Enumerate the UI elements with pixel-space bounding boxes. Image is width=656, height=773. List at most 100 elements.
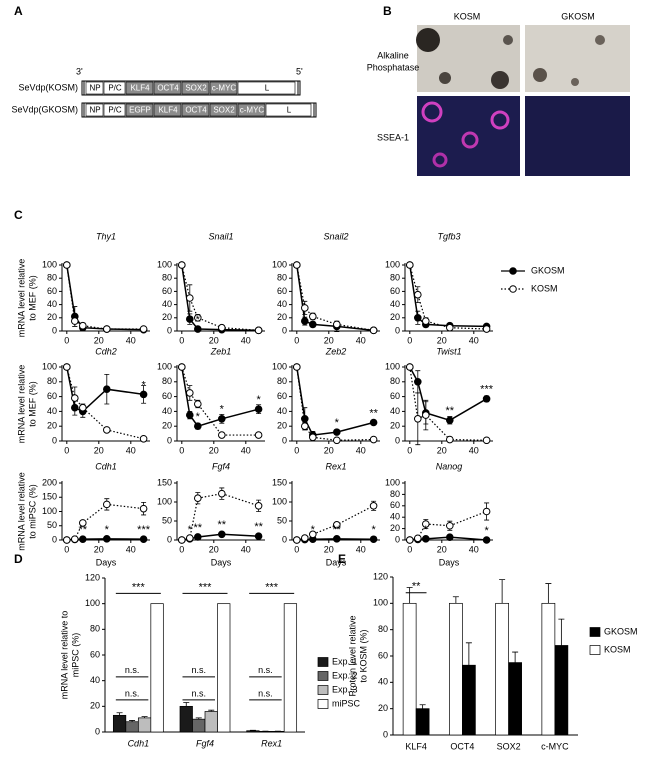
legend-label: miPSC xyxy=(332,698,361,708)
chart-title: Zeb2 xyxy=(325,346,347,356)
data-point xyxy=(186,411,194,419)
bar xyxy=(137,717,152,733)
x-tick-label: 40 xyxy=(241,335,251,345)
significance: * xyxy=(256,394,261,406)
x-tick-label: 0 xyxy=(179,335,184,345)
error-bar xyxy=(558,618,565,646)
bar xyxy=(283,603,298,733)
x-tick-label: 20 xyxy=(324,335,334,345)
panel-label: A xyxy=(14,4,23,18)
bar xyxy=(495,602,509,736)
data-point xyxy=(446,323,454,332)
data-point xyxy=(333,535,341,543)
significance: * xyxy=(188,524,193,536)
data-point xyxy=(422,535,430,543)
segment xyxy=(153,81,182,95)
segment xyxy=(125,103,154,117)
y-tick-label: 40 xyxy=(277,406,287,416)
panel-label: D xyxy=(14,552,23,566)
segment-label: c-MYC xyxy=(240,106,265,115)
significance: * xyxy=(311,524,316,536)
y-tick-label: 60 xyxy=(47,391,57,401)
bar xyxy=(541,602,556,736)
end-label: 5' xyxy=(296,66,303,76)
series-line xyxy=(296,264,374,331)
x-axis-label: Days xyxy=(326,557,347,567)
bar xyxy=(554,645,569,736)
x-tick-label: 0 xyxy=(294,544,299,554)
x-tick-label: Cdh1 xyxy=(128,738,150,748)
legend-label: KOSM xyxy=(531,283,558,293)
y-tick-label: 50 xyxy=(47,520,57,530)
y-tick-label: 60 xyxy=(277,391,287,401)
data-point xyxy=(309,312,317,321)
series-line xyxy=(296,366,374,441)
colony xyxy=(416,28,440,52)
data-point xyxy=(71,394,79,402)
significance: * xyxy=(484,525,489,537)
data-point xyxy=(333,428,341,436)
colony xyxy=(571,78,579,86)
y-tick-label: 150 xyxy=(42,492,57,502)
x-tick-label: 40 xyxy=(241,544,251,554)
y-tick-label: 0 xyxy=(395,325,400,335)
bracket-label: n.s. xyxy=(258,665,273,675)
y-tick-label: 20 xyxy=(390,312,400,322)
significance: * xyxy=(335,417,340,429)
segment-label: SOX2 xyxy=(185,84,207,93)
y-tick-label: 40 xyxy=(162,299,172,309)
bar xyxy=(246,730,260,733)
data-point xyxy=(103,426,111,434)
data-point xyxy=(71,535,79,543)
data-point xyxy=(369,418,378,427)
bracket-label: n.s. xyxy=(258,688,273,698)
data-point xyxy=(194,533,202,541)
y-tick-label: 20 xyxy=(162,421,172,431)
segment-label: c-MYC xyxy=(212,84,237,93)
y-tick-label: 0 xyxy=(282,435,287,445)
data-point xyxy=(414,415,422,423)
y-tick-label: 0 xyxy=(52,534,57,544)
y-tick-label: 100 xyxy=(272,361,287,371)
segment xyxy=(153,103,182,117)
y-tick-label: 40 xyxy=(47,299,57,309)
series-line xyxy=(409,264,487,330)
significance: ** xyxy=(254,521,263,533)
y-tick-label: 150 xyxy=(157,477,172,487)
data-point xyxy=(254,326,263,335)
row-label: Alkaline xyxy=(377,50,409,60)
data-point xyxy=(301,415,309,423)
significance: *** xyxy=(480,384,494,396)
segment-label: OCT4 xyxy=(157,84,179,93)
bracket-label: n.s. xyxy=(125,665,140,675)
y-tick-label: 120 xyxy=(373,571,388,581)
series-line xyxy=(409,366,487,441)
legend-swatch xyxy=(589,645,601,655)
y-tick-label: 60 xyxy=(162,391,172,401)
series-line xyxy=(66,366,144,440)
data-point xyxy=(194,494,202,503)
chart-title: Zeb1 xyxy=(210,346,232,356)
y-tick-label: 100 xyxy=(85,598,100,608)
data-point xyxy=(293,363,301,371)
data-point xyxy=(79,403,87,412)
legend-label: KOSM xyxy=(604,644,631,654)
error-bar xyxy=(512,651,519,663)
colony xyxy=(461,131,479,149)
colony xyxy=(432,152,448,168)
data-point xyxy=(218,415,226,423)
construct-frame xyxy=(81,102,317,118)
y-tick-label: 100 xyxy=(157,361,172,371)
data-point xyxy=(103,325,111,333)
colony xyxy=(533,68,547,82)
y-tick-label: 100 xyxy=(157,259,172,269)
colony xyxy=(595,35,605,45)
y-tick-label: 80 xyxy=(90,624,100,634)
data-point xyxy=(139,535,148,543)
data-point xyxy=(218,431,226,439)
panel-label: B xyxy=(383,4,392,18)
data-point xyxy=(406,363,414,371)
data-point xyxy=(482,536,491,544)
column-label: GKOSM xyxy=(561,11,595,21)
segment xyxy=(237,81,296,95)
